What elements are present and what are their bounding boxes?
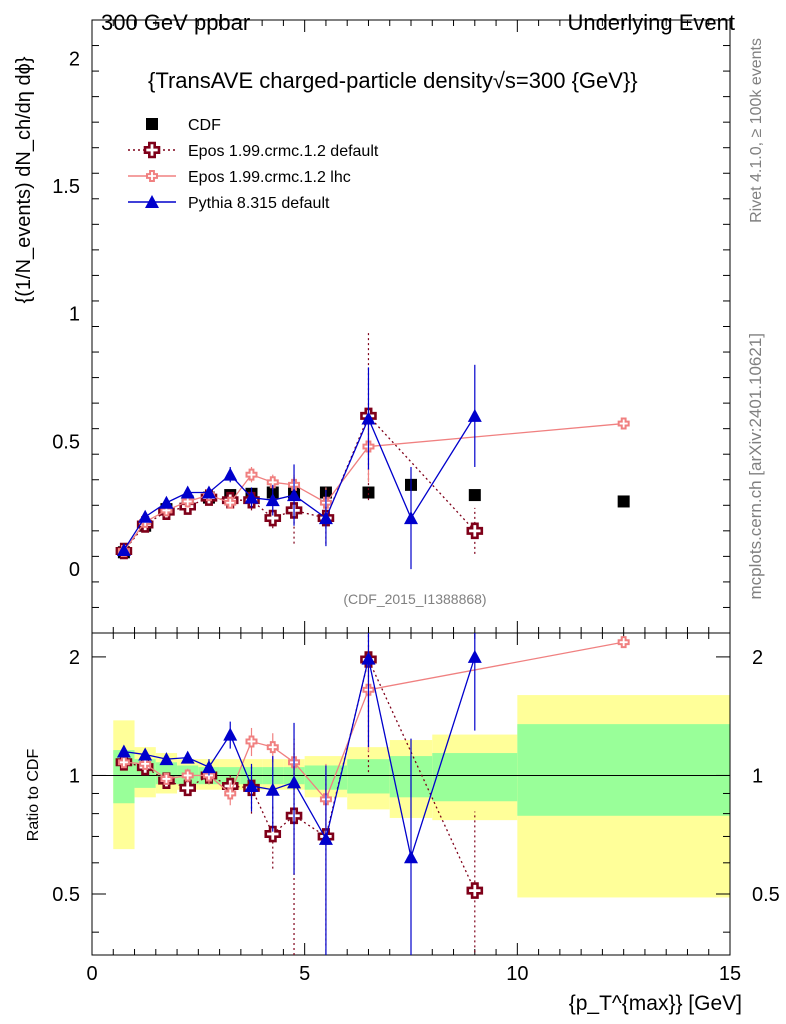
legend-item: Pythia 8.315 default bbox=[128, 195, 330, 212]
ratio-tick-label-right: 1 bbox=[752, 765, 763, 787]
header-left: 300 GeV ppbar bbox=[101, 10, 250, 35]
series-layer bbox=[115, 331, 630, 955]
series-3-point bbox=[116, 542, 131, 556]
series-3-point bbox=[223, 467, 238, 481]
series-2-ratio-point bbox=[117, 756, 130, 769]
legend: CDF Epos 1.99.crmc.1.2 default Epos 1.99.c… bbox=[128, 117, 379, 212]
series-3-point bbox=[244, 490, 259, 504]
series-3-ratio-point bbox=[244, 779, 259, 793]
series-1-ratio-point bbox=[264, 825, 282, 843]
x-tick-label: 10 bbox=[506, 963, 528, 985]
legend-label: Epos 1.99.crmc.1.2 default bbox=[188, 143, 379, 160]
series-3-ratio-point bbox=[138, 747, 153, 761]
series-2-ratio-point bbox=[202, 769, 215, 782]
series-3-ratio-point bbox=[404, 850, 418, 864]
series-3-ratio-point bbox=[467, 649, 482, 663]
series-3-point bbox=[361, 411, 376, 425]
series-3-point bbox=[159, 495, 174, 509]
series-3-point bbox=[467, 408, 482, 422]
series-1-point bbox=[466, 522, 484, 540]
series-3-point bbox=[180, 485, 195, 499]
series-2-ratio-point bbox=[266, 741, 279, 754]
band-green bbox=[347, 759, 390, 794]
series-3-ratio-point bbox=[287, 775, 302, 789]
series-2-ratio-point bbox=[181, 769, 194, 782]
series-3-point bbox=[318, 511, 333, 525]
legend-marker bbox=[146, 118, 158, 130]
series-3-ratio-point bbox=[223, 727, 238, 741]
legend-marker bbox=[145, 195, 159, 208]
y-tick-label: 2 bbox=[69, 48, 80, 70]
series-3-ratio-point bbox=[201, 760, 216, 774]
mcplots-label: mcplots.cern.ch [arXiv:2401.10621] bbox=[746, 333, 765, 599]
y-tick-label: 0.5 bbox=[52, 431, 80, 453]
legend-item: Epos 1.99.crmc.1.2 default bbox=[128, 141, 379, 160]
ratio-axis-label: Ratio to CDF bbox=[25, 749, 42, 842]
series-2-point bbox=[224, 496, 237, 509]
series-1-point bbox=[264, 509, 282, 527]
ratio-tick-label: 1 bbox=[69, 765, 80, 787]
series-3-ratio-point bbox=[318, 831, 333, 845]
y-tick-label: 1.5 bbox=[52, 176, 80, 198]
series-2-ratio-point bbox=[617, 636, 630, 649]
band-green bbox=[432, 753, 518, 802]
plot-title: {TransAVE charged-particle density√s=300… bbox=[148, 68, 638, 93]
ratio-tick-label-right: 2 bbox=[752, 647, 763, 669]
legend-label: Pythia 8.315 default bbox=[188, 195, 330, 212]
series-3-ratio-point bbox=[159, 752, 174, 766]
series-1-ratio-point bbox=[466, 882, 484, 899]
cdf-point bbox=[617, 495, 630, 508]
series-3-point bbox=[201, 485, 216, 499]
rivet-label: Rivet 4.1.0, ≥ 100k events bbox=[748, 38, 765, 223]
series-2-ratio-point bbox=[160, 772, 173, 785]
y-axis-label: {(1/N_events) dN_ch/dη dϕ} bbox=[13, 56, 35, 303]
series-1-ratio-point bbox=[179, 779, 196, 797]
series-2-point bbox=[617, 417, 630, 430]
x-tick-label: 15 bbox=[719, 963, 741, 985]
series-2-ratio-point bbox=[224, 787, 237, 800]
series-2-ratio-point bbox=[245, 735, 258, 748]
series-3-point bbox=[287, 488, 302, 502]
series-1 bbox=[115, 331, 484, 955]
series-3-ratio-point bbox=[116, 744, 131, 758]
header-right: Underlying Event bbox=[567, 10, 735, 35]
x-axis-label: {p_T^{max}} [GeV] bbox=[569, 992, 742, 1015]
series-3 bbox=[116, 364, 482, 955]
axes: 0 5 10 15 0 0.5 1 1.5 2 0.5 0.5 1 1 2 2 bbox=[52, 19, 780, 985]
series-3-ratio-point bbox=[265, 782, 280, 796]
legend-item: CDF bbox=[146, 117, 221, 134]
watermark: (CDF_2015_I1388868) bbox=[343, 591, 486, 607]
series-1-line bbox=[123, 414, 476, 552]
series-0 bbox=[117, 478, 630, 559]
series-3-ratio-point bbox=[180, 750, 195, 764]
series-2-ratio-point bbox=[139, 757, 152, 770]
y-tick-label: 1 bbox=[69, 304, 80, 326]
cdf-point bbox=[468, 489, 481, 502]
cdf-point bbox=[362, 486, 375, 499]
legend-marker bbox=[146, 170, 158, 182]
ratio-tick-label-right: 0.5 bbox=[752, 884, 780, 906]
ratio-tick-label: 2 bbox=[69, 647, 80, 669]
band-green bbox=[517, 724, 730, 816]
legend-label: CDF bbox=[188, 117, 221, 134]
legend-marker bbox=[143, 141, 161, 159]
series-3-point bbox=[265, 493, 280, 507]
series-2-point bbox=[266, 476, 279, 489]
series-3-ratio-point bbox=[361, 651, 376, 665]
x-tick-label: 0 bbox=[86, 963, 97, 985]
series-2-point bbox=[245, 468, 258, 481]
legend-item: Epos 1.99.crmc.1.2 lhc bbox=[128, 169, 351, 186]
y-tick-label: 0 bbox=[69, 559, 80, 581]
series-2-point bbox=[181, 495, 194, 508]
legend-label: Epos 1.99.crmc.1.2 lhc bbox=[188, 169, 351, 186]
series-3-point bbox=[404, 511, 418, 525]
ratio-bands bbox=[113, 695, 730, 898]
ratio-tick-label: 0.5 bbox=[52, 884, 80, 906]
x-tick-label: 5 bbox=[299, 963, 310, 985]
series-3-point bbox=[138, 509, 153, 523]
